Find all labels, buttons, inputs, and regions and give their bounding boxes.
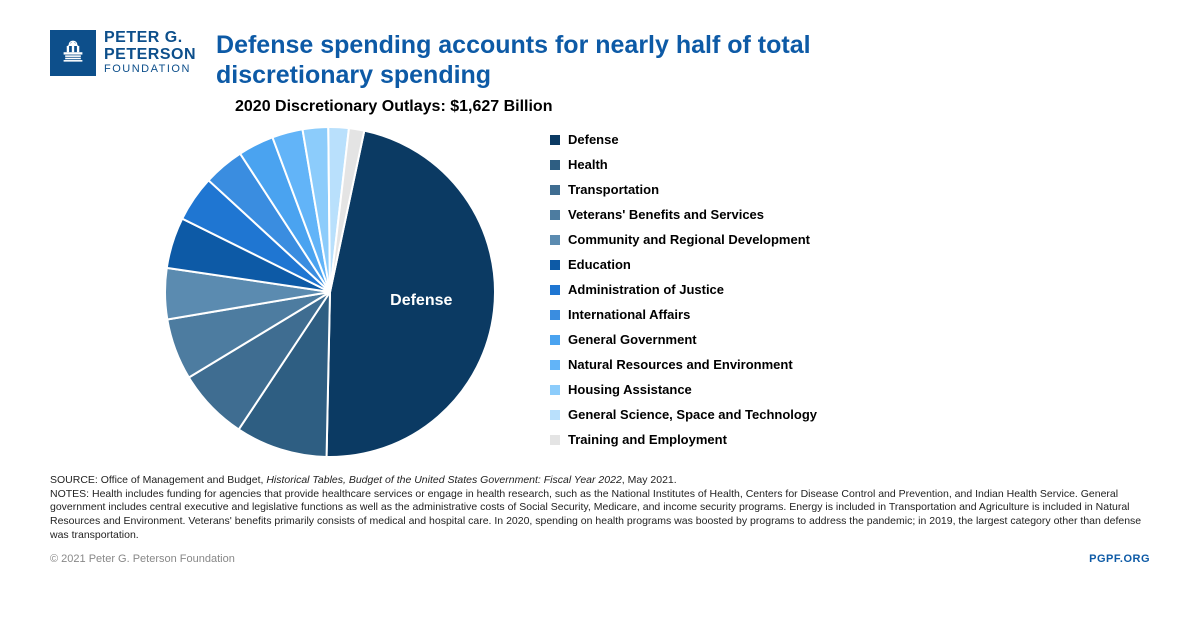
legend-item: Administration of Justice xyxy=(550,282,817,297)
logo-line3: FOUNDATION xyxy=(104,64,196,76)
legend-item: International Affairs xyxy=(550,307,817,322)
legend-label: Transportation xyxy=(568,182,659,197)
header: PETER G. PETERSON FOUNDATION Defense spe… xyxy=(50,30,1150,90)
pie-slice-label: Defense xyxy=(390,292,452,310)
legend-label: International Affairs xyxy=(568,307,690,322)
source-prefix: SOURCE: Office of Management and Budget, xyxy=(50,474,266,486)
legend-item: Community and Regional Development xyxy=(550,232,817,247)
legend-swatch xyxy=(550,310,560,320)
logo-text: PETER G. PETERSON FOUNDATION xyxy=(104,30,196,75)
legend-item: Health xyxy=(550,157,817,172)
legend-label: Veterans' Benefits and Services xyxy=(568,207,764,222)
legend-swatch xyxy=(550,435,560,445)
legend-item: Training and Employment xyxy=(550,432,817,447)
legend-label: Administration of Justice xyxy=(568,282,724,297)
logo-line1: PETER G. xyxy=(104,30,196,47)
legend-swatch xyxy=(550,360,560,370)
legend-label: Defense xyxy=(568,132,619,147)
legend-label: Community and Regional Development xyxy=(568,232,810,247)
source-suffix: , May 2021. xyxy=(622,474,677,486)
legend-swatch xyxy=(550,385,560,395)
legend-label: Housing Assistance xyxy=(568,382,692,397)
legend-swatch xyxy=(550,285,560,295)
legend-swatch xyxy=(550,135,560,145)
legend-swatch xyxy=(550,260,560,270)
chart-title: Defense spending accounts for nearly hal… xyxy=(216,30,856,90)
legend-item: Defense xyxy=(550,132,817,147)
legend-label: General Government xyxy=(568,332,697,347)
source-italic: Historical Tables, Budget of the United … xyxy=(266,474,621,486)
logo-mark xyxy=(50,30,96,76)
legend: Defense Health Transportation Veterans' Ben… xyxy=(550,132,817,457)
legend-label: Training and Employment xyxy=(568,432,727,447)
footer: SOURCE: Office of Management and Budget,… xyxy=(50,474,1150,567)
legend-label: Natural Resources and Environment xyxy=(568,357,793,372)
legend-swatch xyxy=(550,185,560,195)
pie-chart: Defense xyxy=(160,122,500,462)
org-link[interactable]: PGPF.ORG xyxy=(1089,552,1150,566)
notes: NOTES: Health includes funding for agenc… xyxy=(50,488,1150,543)
legend-item: Veterans' Benefits and Services xyxy=(550,207,817,222)
copyright: © 2021 Peter G. Peterson Foundation xyxy=(50,552,235,566)
copyright-row: © 2021 Peter G. Peterson Foundation PGPF… xyxy=(50,552,1150,566)
legend-swatch xyxy=(550,335,560,345)
legend-swatch xyxy=(550,160,560,170)
legend-label: Education xyxy=(568,257,631,272)
chart-subtitle: 2020 Discretionary Outlays: $1,627 Billi… xyxy=(235,98,1150,116)
legend-swatch xyxy=(550,210,560,220)
legend-item: Transportation xyxy=(550,182,817,197)
legend-item: Housing Assistance xyxy=(550,382,817,397)
chart-area: Defense Defense Health Transportation Veter… xyxy=(160,122,1150,462)
legend-label: General Science, Space and Technology xyxy=(568,407,817,422)
legend-item: Education xyxy=(550,257,817,272)
legend-item: General Science, Space and Technology xyxy=(550,407,817,422)
legend-swatch xyxy=(550,410,560,420)
legend-swatch xyxy=(550,235,560,245)
logo: PETER G. PETERSON FOUNDATION xyxy=(50,30,196,76)
legend-item: Natural Resources and Environment xyxy=(550,357,817,372)
legend-item: General Government xyxy=(550,332,817,347)
logo-line2: PETERSON xyxy=(104,47,196,64)
source-line: SOURCE: Office of Management and Budget,… xyxy=(50,474,1150,488)
legend-label: Health xyxy=(568,157,608,172)
